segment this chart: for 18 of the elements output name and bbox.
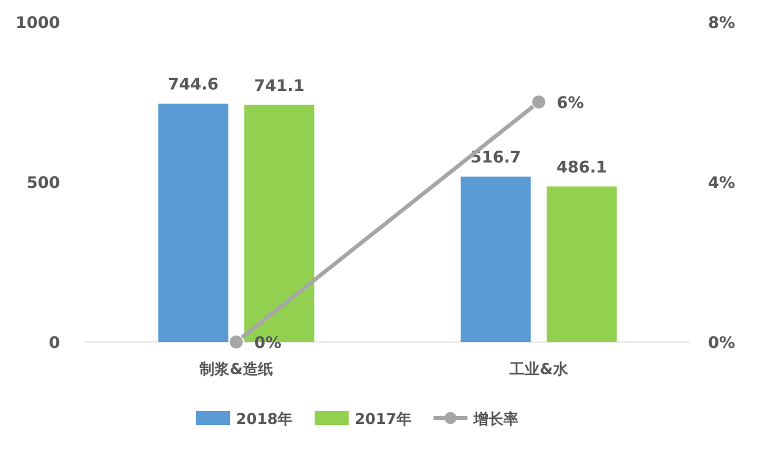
y-tick-label: 0 (48, 333, 60, 352)
legend-label: 增长率 (472, 410, 518, 428)
bar (460, 176, 531, 342)
x-tick-label: 制浆&造纸 (198, 360, 273, 378)
y-tick-label: 500 (26, 173, 60, 192)
y-tick-label: 1000 (15, 13, 60, 32)
y2-tick-label: 0% (708, 333, 736, 352)
bar (158, 104, 228, 342)
data-label: 486.1 (556, 157, 608, 176)
y2-tick-label: 4% (708, 173, 736, 192)
bar (546, 186, 617, 342)
legend-label: 2018年 (236, 410, 293, 428)
y2-tick-label: 8% (708, 13, 736, 32)
legend-label: 2017年 (354, 410, 412, 428)
data-label: 744.6 (168, 74, 219, 94)
data-label: 6% (556, 93, 584, 112)
data-label: 741.1 (254, 76, 305, 95)
x-tick-label: 工业&水 (508, 360, 569, 378)
